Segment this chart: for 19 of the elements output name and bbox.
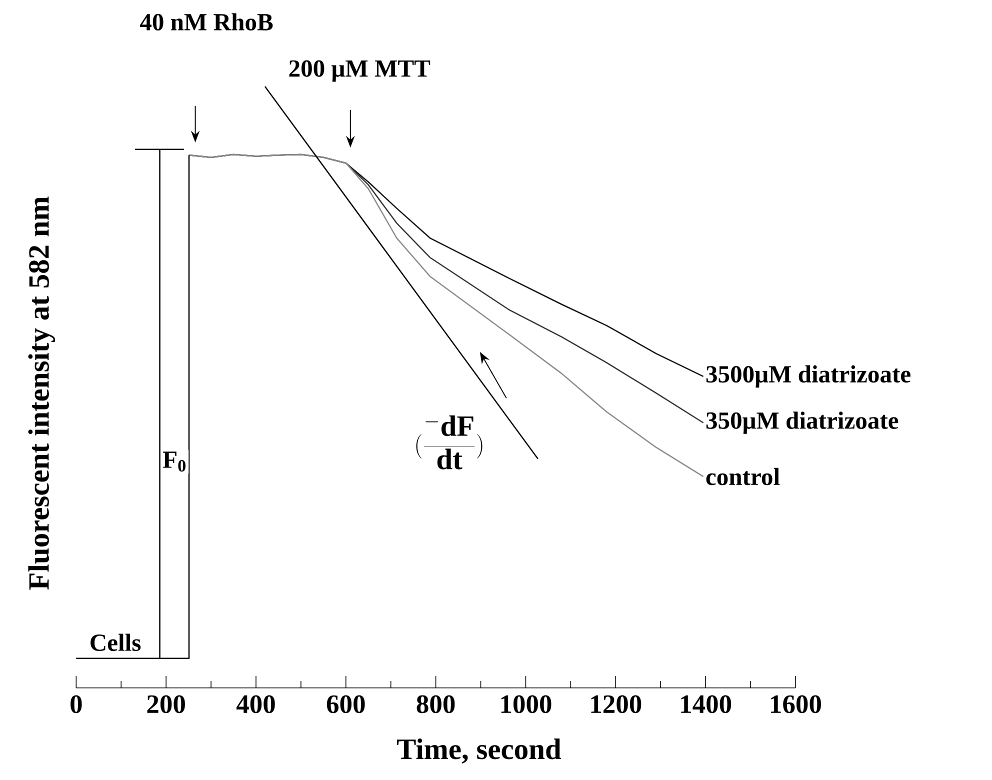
text: 40 nM RhoB <box>140 13 273 30</box>
y-axis-title: Fluorescent intensity at 582 nm <box>28 196 56 590</box>
x-axis-title: Time, second <box>397 738 562 764</box>
x-tick-label: 0 <box>70 695 82 714</box>
series-label: control <box>706 468 780 486</box>
annotation: F$_{0}$ <box>162 452 186 472</box>
x-tick-label: 200 <box>147 695 185 714</box>
x-tick-label: 1200 <box>591 695 642 714</box>
x-tick-label: 600 <box>326 695 365 714</box>
annotation: Cells <box>90 634 141 651</box>
text: 200 μM MTT <box>289 60 430 82</box>
x-tick-label: 1000 <box>501 695 552 714</box>
x-tick-label: 1400 <box>681 695 732 714</box>
x-tick-label: 800 <box>416 695 455 714</box>
x-tick-label: 1600 <box>771 695 821 714</box>
annotation: $\Bigl(\frac{^{-}\mathbf{dF}}{\mathbf{dt}}\Bigr)$ <box>416 415 482 470</box>
series-label: 350μM diatrizoate <box>706 412 898 434</box>
series-label: 3500μM diatrizoate <box>706 365 910 388</box>
x-tick-label: 400 <box>236 695 275 714</box>
